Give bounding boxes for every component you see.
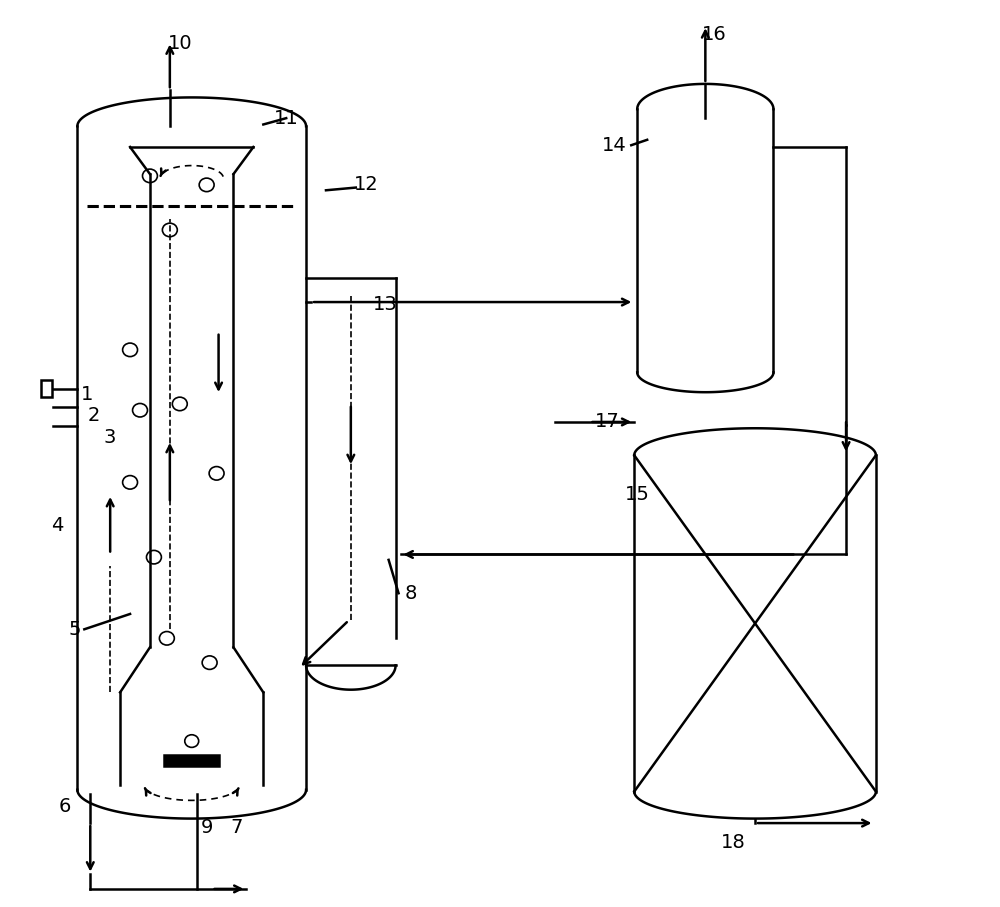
Text: 16: 16 — [701, 24, 726, 44]
Text: 11: 11 — [274, 109, 299, 128]
Text: 9: 9 — [200, 818, 213, 837]
Text: 18: 18 — [721, 834, 746, 853]
Text: 2: 2 — [88, 406, 100, 425]
Text: 17: 17 — [595, 413, 620, 432]
Text: 5: 5 — [68, 619, 81, 639]
Text: 1: 1 — [81, 385, 93, 405]
Text: 14: 14 — [602, 136, 627, 155]
Text: 3: 3 — [104, 428, 116, 447]
Text: 10: 10 — [167, 34, 192, 53]
Text: 12: 12 — [353, 175, 378, 194]
Text: 4: 4 — [51, 516, 64, 535]
Text: 8: 8 — [404, 584, 417, 603]
Bar — [41, 380, 52, 396]
Text: 15: 15 — [625, 484, 650, 503]
Text: 13: 13 — [373, 296, 398, 314]
Bar — [164, 755, 219, 766]
Text: 6: 6 — [58, 797, 71, 816]
Text: 7: 7 — [230, 818, 243, 837]
